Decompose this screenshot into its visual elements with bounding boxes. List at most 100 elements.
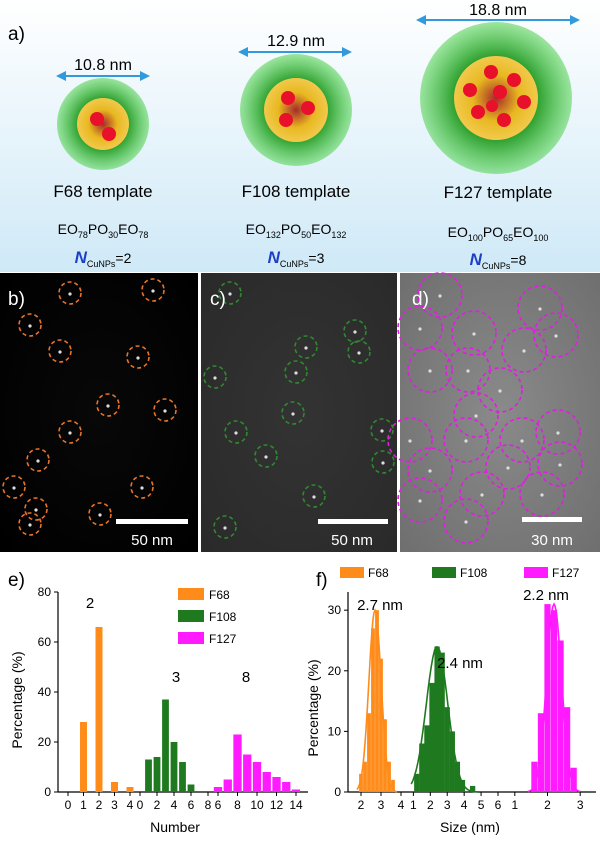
histogram-bar bbox=[153, 757, 161, 792]
particle-marker bbox=[519, 471, 565, 517]
histogram-bar bbox=[557, 640, 564, 792]
y-tick-label: 0 bbox=[44, 785, 51, 799]
particle-marker bbox=[58, 281, 82, 305]
particle-marker bbox=[533, 312, 579, 358]
particle-marker bbox=[407, 347, 453, 393]
particle-marker bbox=[397, 477, 443, 523]
histogram-bar bbox=[262, 772, 271, 792]
panel-a-label: a) bbox=[8, 24, 25, 45]
micrograph-c: c) 50 nm bbox=[201, 273, 397, 552]
cu-nanoparticle bbox=[463, 83, 477, 97]
nanoparticle-dot bbox=[234, 431, 238, 435]
x-tick-label: 5 bbox=[478, 798, 485, 812]
nanoparticle-dot bbox=[228, 292, 232, 296]
histogram-bar bbox=[213, 787, 223, 792]
nanoparticle-dot bbox=[151, 289, 155, 293]
histogram-bar bbox=[111, 782, 118, 792]
particle-marker bbox=[443, 417, 489, 463]
histogram-bar bbox=[550, 610, 558, 792]
histogram-bar bbox=[439, 652, 445, 792]
cu-nanoparticle bbox=[90, 112, 104, 126]
histogram-bar bbox=[272, 777, 281, 792]
micrograph-image bbox=[201, 273, 397, 552]
x-tick-label: 6 bbox=[215, 798, 222, 812]
nanoparticle-dot bbox=[136, 356, 140, 360]
x-tick-label: 0 bbox=[137, 798, 144, 812]
particle-marker bbox=[130, 475, 154, 499]
histogram-bar bbox=[383, 719, 387, 792]
particle-marker bbox=[96, 393, 120, 417]
histogram-bar bbox=[469, 785, 476, 792]
nanoparticle-dot bbox=[464, 520, 468, 524]
nanoparticle-dot bbox=[312, 495, 316, 499]
particle-marker bbox=[218, 281, 242, 305]
y-tick-label: 20 bbox=[38, 735, 52, 749]
legend-swatch bbox=[178, 610, 204, 622]
copolymer-formula: EO132PO50EO132 bbox=[246, 221, 347, 240]
scale-bar bbox=[522, 517, 582, 522]
particle-marker bbox=[302, 484, 326, 508]
particle-marker bbox=[153, 398, 177, 422]
cu-nanoparticle bbox=[301, 101, 315, 115]
nanoparticle-dot bbox=[12, 486, 16, 490]
x-tick-label: 1 bbox=[80, 798, 87, 812]
particle-marker bbox=[281, 401, 305, 425]
nanoparticle-dot bbox=[408, 439, 412, 443]
template-f68: 10.8 nm F68 template EO78PO30EO78 NCuNPs… bbox=[53, 57, 152, 269]
particle-marker bbox=[417, 272, 463, 318]
histogram-bar bbox=[434, 646, 440, 792]
y-tick-label: 60 bbox=[38, 635, 52, 649]
legend-label: F108 bbox=[460, 566, 488, 580]
histogram-bar bbox=[429, 682, 435, 792]
nanoparticle-dot bbox=[34, 508, 38, 512]
particle-marker bbox=[26, 448, 50, 472]
nanoparticle-dot bbox=[380, 429, 384, 433]
copolymer-formula: EO100PO65EO100 bbox=[448, 224, 549, 243]
nanoparticle-dot bbox=[418, 327, 422, 331]
x-tick-label: 3 bbox=[378, 798, 385, 812]
particle-marker bbox=[24, 497, 48, 521]
nanoparticle-dot bbox=[106, 404, 110, 408]
micelle-f127 bbox=[420, 22, 572, 174]
legend-label: F68 bbox=[209, 588, 230, 602]
x-tick-label: 12 bbox=[270, 798, 284, 812]
nanoparticle-dot bbox=[428, 469, 432, 473]
x-tick-label: 6 bbox=[188, 798, 195, 812]
nanoparticle-dot bbox=[213, 376, 217, 380]
cunp-count: NCuNPs=2 bbox=[75, 248, 132, 269]
particle-circles bbox=[387, 272, 583, 544]
nanoparticle-dot bbox=[357, 351, 361, 355]
particle-marker bbox=[18, 313, 42, 337]
scale-bar bbox=[318, 519, 388, 524]
peak-annotation: 3 bbox=[172, 669, 180, 686]
scale-bar-label: 30 nm bbox=[531, 532, 573, 549]
x-tick-label: 1 bbox=[511, 798, 518, 812]
nanoparticle-dot bbox=[556, 431, 560, 435]
cu-nanoparticle bbox=[484, 65, 498, 79]
template-f108: 12.9 nm F108 template EO132PO50EO132 NCu… bbox=[238, 33, 352, 269]
nanoparticle-dot bbox=[474, 414, 478, 418]
nanoparticle-dot bbox=[28, 523, 32, 527]
y-tick-label: 80 bbox=[38, 585, 52, 599]
histogram-bar bbox=[95, 627, 103, 792]
cunp-count: NCuNPs=8 bbox=[470, 250, 527, 271]
cu-nanoparticle bbox=[281, 91, 295, 105]
nanoparticle-dot bbox=[28, 324, 32, 328]
y-axis-title: Percentage (%) bbox=[305, 659, 321, 756]
particle-marker bbox=[126, 345, 150, 369]
x-tick-label: 3 bbox=[444, 798, 451, 812]
panel-e-label: e) bbox=[8, 570, 25, 591]
nanoparticle-dot bbox=[264, 455, 268, 459]
panel-b-label: b) bbox=[8, 289, 25, 310]
particle-marker bbox=[141, 278, 165, 302]
nanoparticle-dot bbox=[554, 334, 558, 338]
histogram-bar bbox=[375, 610, 379, 792]
gaussian-fit-line bbox=[410, 646, 479, 793]
x-axis-title: Size (nm) bbox=[440, 819, 500, 835]
nanoparticle-dot bbox=[428, 369, 432, 373]
histogram-bar bbox=[223, 779, 232, 792]
nanoparticle-dot bbox=[472, 332, 476, 336]
histogram-bar bbox=[162, 699, 169, 792]
nanoparticle-dot bbox=[540, 493, 544, 497]
particle-marker bbox=[88, 502, 112, 526]
